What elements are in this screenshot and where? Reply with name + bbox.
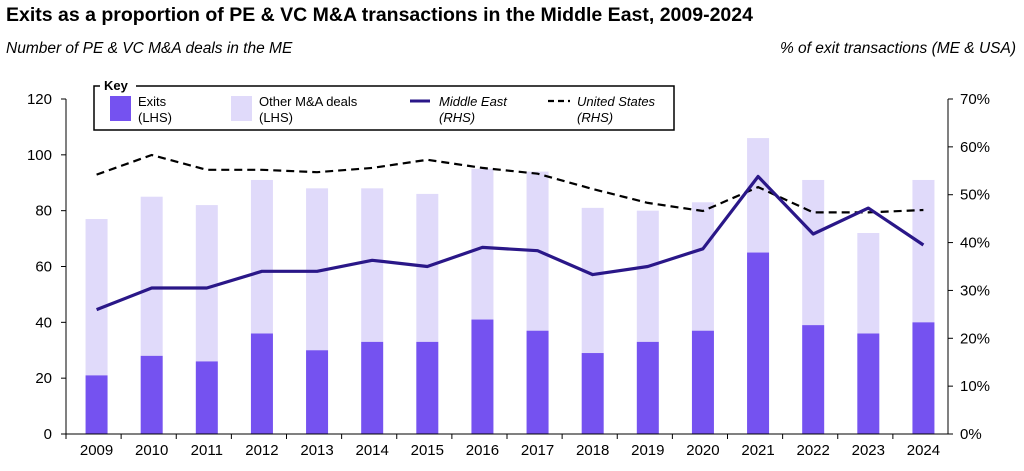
bar-exits-2017 — [526, 330, 549, 434]
x-tick-label: 2023 — [852, 442, 885, 459]
y-tick-right-label: 50% — [960, 187, 990, 204]
legend-label-united-states: United States — [577, 94, 656, 109]
bar-group — [85, 138, 935, 434]
x-tick-label: 2020 — [686, 442, 719, 459]
legend-sub-other: (LHS) — [259, 110, 293, 125]
x-tick-label: 2014 — [356, 442, 389, 459]
bar-other-2022 — [802, 179, 825, 326]
x-tick-label: 2015 — [411, 442, 444, 459]
legend-title-bg — [100, 80, 136, 92]
y-tick-left-label: 80 — [35, 203, 52, 220]
bar-other-2019 — [636, 210, 659, 342]
y-tick-left-label: 40 — [35, 314, 52, 331]
bar-exits-2015 — [416, 341, 439, 434]
bar-other-2023 — [857, 233, 880, 334]
bar-other-2018 — [581, 207, 604, 354]
bar-other-2013 — [306, 188, 329, 351]
bar-exits-2024 — [912, 322, 935, 434]
x-tick-label: 2016 — [466, 442, 499, 459]
bar-other-2009 — [85, 219, 108, 376]
bar-other-2021 — [747, 138, 770, 253]
legend-label-exits: Exits — [138, 94, 167, 109]
y-tick-left-label: 20 — [35, 370, 52, 387]
legend-box — [93, 85, 675, 131]
legend-sub-middle-east: (RHS) — [439, 110, 475, 125]
y-tick-right-label: 30% — [960, 282, 990, 299]
legend-label-other: Other M&A deals — [259, 94, 358, 109]
bar-other-2012 — [250, 179, 273, 334]
bar-exits-2011 — [195, 361, 218, 434]
line-group — [96, 153, 925, 312]
x-tick-label: 2010 — [135, 442, 168, 459]
y-axis-label-right: % of exit transactions (ME & USA) — [779, 40, 1016, 57]
bar-other-2010 — [140, 196, 163, 356]
bar-exits-2009 — [85, 375, 108, 434]
legend-swatch-other — [231, 96, 252, 121]
y-tick-right-label: 10% — [960, 378, 990, 395]
legend-title: Key — [104, 78, 129, 93]
bar-exits-2019 — [636, 341, 659, 434]
legend-label-middle-east: Middle East — [439, 94, 508, 109]
x-tick-label: 2019 — [631, 442, 664, 459]
bar-exits-2022 — [802, 325, 825, 434]
legend-sub-united-states: (RHS) — [577, 110, 613, 125]
bar-exits-2012 — [250, 333, 273, 434]
legend-swatch-exits — [110, 96, 131, 121]
x-tick-label: 2024 — [907, 442, 940, 459]
chart-title: Exits as a proportion of PE & VC M&A tra… — [6, 4, 753, 26]
y-tick-right-label: 70% — [960, 91, 990, 108]
y-tick-left-label: 0 — [44, 426, 52, 443]
x-tick-label: 2013 — [300, 442, 333, 459]
y-tick-left-label: 100 — [27, 147, 52, 164]
bar-other-2014 — [361, 188, 384, 342]
bar-exits-2018 — [581, 353, 604, 434]
y-tick-left-label: 60 — [35, 259, 52, 276]
x-tick-label: 2012 — [245, 442, 278, 459]
x-tick-label: 2011 — [191, 442, 223, 459]
y-tick-right-label: 40% — [960, 235, 990, 252]
line-united-states — [96, 153, 924, 214]
tick-labels: 0 20 40 60 80 100 120 0% 10% 20% 30% 40% 50% 60% 70% 20… — [27, 91, 990, 459]
bar-other-2024 — [912, 179, 935, 323]
y-tick-right-label: 60% — [960, 139, 990, 156]
y-tick-right-label: 20% — [960, 330, 990, 347]
x-tick-label: 2022 — [797, 442, 830, 459]
bar-exits-2010 — [140, 355, 163, 434]
x-tick-label: 2009 — [80, 442, 113, 459]
bar-other-2016 — [471, 168, 494, 320]
bar-other-2011 — [195, 205, 218, 362]
line-middle-east — [96, 174, 925, 312]
y-axis-label-left: Number of PE & VC M&A deals in the ME — [6, 40, 293, 57]
y-tick-left-label: 120 — [27, 91, 52, 108]
axes — [61, 98, 953, 439]
bar-exits-2021 — [747, 252, 770, 434]
y-tick-right-label: 0% — [960, 426, 982, 443]
legend-sub-exits: (LHS) — [138, 110, 172, 125]
bar-exits-2014 — [361, 341, 384, 434]
bar-exits-2013 — [306, 350, 329, 434]
bar-exits-2020 — [691, 330, 714, 434]
x-tick-label: 2018 — [576, 442, 609, 459]
bar-exits-2016 — [471, 319, 494, 434]
x-tick-label: 2021 — [741, 442, 774, 459]
x-tick-label: 2017 — [521, 442, 554, 459]
bar-other-2020 — [691, 202, 714, 331]
bar-exits-2023 — [857, 333, 880, 434]
